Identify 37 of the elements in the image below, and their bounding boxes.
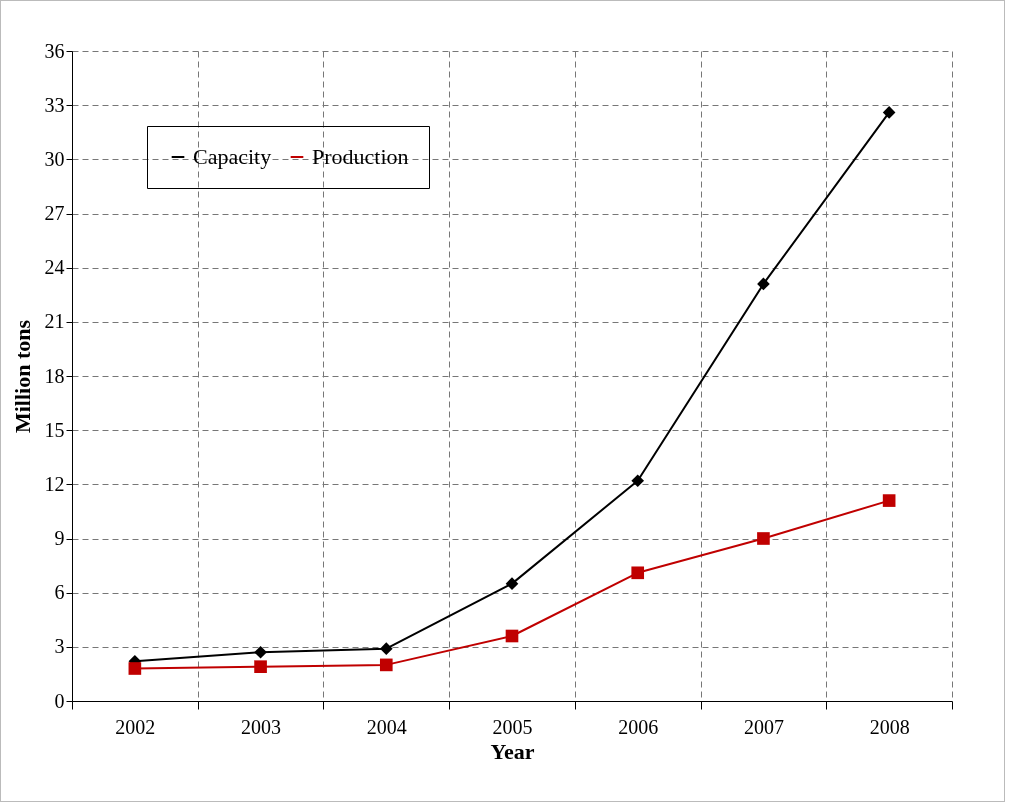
y-tick-label: 24 <box>44 256 65 279</box>
point <box>379 658 393 672</box>
y-tick-label: 6 <box>54 581 65 604</box>
x-axis-title: Year <box>490 738 535 764</box>
point <box>631 474 645 488</box>
legend-label: Production <box>312 144 409 169</box>
legend-label: Capacity <box>193 144 272 169</box>
point <box>254 660 267 674</box>
y-tick-label: 3 <box>54 635 65 658</box>
x-tick-label: 2004 <box>366 715 407 738</box>
x-tick-label: 2005 <box>492 715 533 738</box>
y-tick-label: 27 <box>44 202 65 224</box>
point <box>631 566 645 580</box>
x-tick-label: 2002 <box>115 715 156 738</box>
y-axis-title: Million tons <box>9 319 35 434</box>
point <box>757 277 770 291</box>
y-tick-label: 0 <box>54 689 65 712</box>
point <box>128 662 142 675</box>
point <box>757 532 770 545</box>
y-tick-label: 15 <box>44 418 65 441</box>
y-tick-label: 30 <box>44 147 65 170</box>
x-tick-label: 2003 <box>241 715 282 738</box>
x-tick-label: 2008 <box>869 715 910 738</box>
y-tick-label: 18 <box>44 364 65 387</box>
point <box>882 494 896 507</box>
point <box>505 629 519 643</box>
point <box>379 642 393 655</box>
y-tick-label: 21 <box>44 310 65 333</box>
point <box>882 106 896 119</box>
y-tick-label: 12 <box>44 472 65 495</box>
y-tick-label: 33 <box>44 93 65 116</box>
point <box>254 645 267 659</box>
x-tick-label: 2006 <box>618 715 659 738</box>
y-tick-label: 36 <box>44 39 65 62</box>
y-tick-label: 9 <box>54 527 65 549</box>
x-tick-label: 2007 <box>743 715 784 738</box>
point <box>505 577 519 590</box>
